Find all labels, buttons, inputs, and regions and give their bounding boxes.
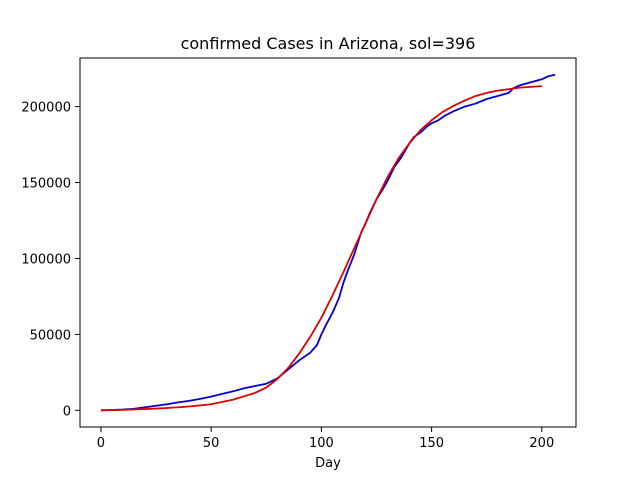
y-tick-label: 50000 (30, 328, 71, 343)
y-tick-label: 150000 (21, 177, 71, 192)
axes-frame (79, 57, 577, 428)
x-tick-label: 0 (97, 436, 105, 451)
x-tick-label: 50 (203, 436, 220, 451)
x-tick-label: 200 (529, 436, 554, 451)
x-axis: 0 50 100 150 200 (97, 427, 554, 451)
y-tick-label: 0 (63, 404, 71, 419)
y-tick-label: 100000 (21, 252, 71, 267)
chart-title: confirmed Cases in Arizona, sol=396 (181, 34, 476, 53)
x-tick-label: 150 (419, 436, 444, 451)
series-line-observed (100, 73, 556, 412)
series-line-fitted (100, 85, 542, 412)
y-axis: 0 50000 100000 150000 200000 (21, 101, 80, 419)
plot-area (100, 73, 556, 412)
x-tick-label: 100 (309, 436, 334, 451)
x-axis-label: Day (315, 456, 341, 471)
y-tick-label: 200000 (21, 101, 71, 116)
